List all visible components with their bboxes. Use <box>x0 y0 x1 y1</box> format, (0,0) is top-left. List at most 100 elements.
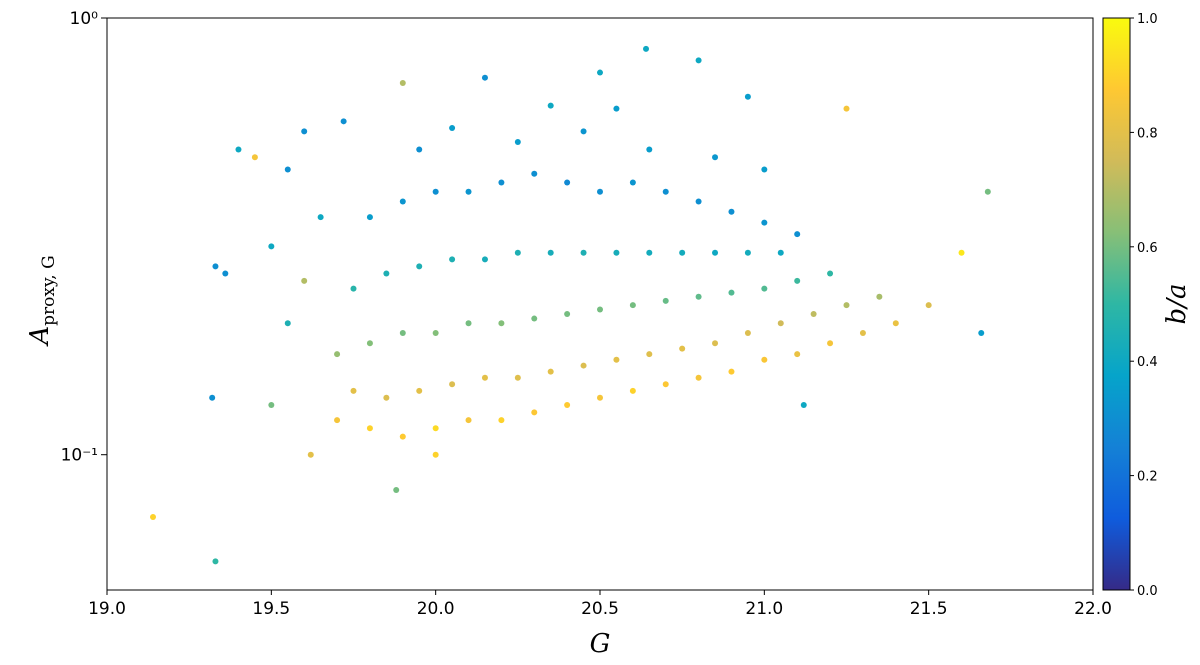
point <box>465 417 472 424</box>
point <box>597 394 603 401</box>
point <box>498 320 505 327</box>
point <box>481 74 488 81</box>
point <box>761 219 768 226</box>
point <box>777 320 784 327</box>
point <box>827 340 834 347</box>
x-tick-label: 19.5 <box>252 599 290 619</box>
point <box>432 329 439 336</box>
point <box>564 310 571 317</box>
point <box>613 105 620 112</box>
point <box>662 297 669 304</box>
point <box>366 340 373 347</box>
point <box>761 356 768 363</box>
point <box>695 293 702 300</box>
point <box>547 102 554 109</box>
point <box>843 302 850 309</box>
point <box>761 166 768 173</box>
point <box>340 118 347 125</box>
point <box>794 351 801 358</box>
point <box>646 351 653 358</box>
point <box>301 128 308 135</box>
point <box>399 198 406 205</box>
point <box>481 374 488 381</box>
point <box>383 270 390 277</box>
point <box>662 381 669 388</box>
point <box>449 381 456 388</box>
point <box>222 270 229 277</box>
point <box>580 128 587 135</box>
point <box>827 270 834 277</box>
point <box>892 320 899 327</box>
point <box>794 277 801 284</box>
point <box>629 387 636 394</box>
colorbar-tick-label: 0.2 <box>1137 470 1158 485</box>
point <box>597 69 603 76</box>
point <box>597 188 603 195</box>
point <box>268 401 275 408</box>
point <box>646 249 653 256</box>
point <box>646 146 653 153</box>
point <box>531 170 538 177</box>
point <box>432 188 439 195</box>
x-tick-label: 19.0 <box>88 599 126 619</box>
point <box>810 310 817 317</box>
plot-frame <box>106 17 1094 591</box>
x-tick-label: 20.5 <box>581 599 619 619</box>
point <box>843 105 850 112</box>
point <box>432 425 439 432</box>
point <box>744 93 751 100</box>
point <box>383 394 390 401</box>
point <box>794 231 801 238</box>
point <box>728 289 735 296</box>
point <box>212 263 219 270</box>
colorbar-label: b/a <box>1162 284 1192 325</box>
point <box>712 154 719 161</box>
point <box>498 179 505 186</box>
colorbar-tick-label: 0.8 <box>1137 126 1158 141</box>
point <box>925 302 932 309</box>
point <box>695 374 702 381</box>
point <box>498 417 505 424</box>
point <box>744 329 751 336</box>
colorbar-tick-label: 1.0 <box>1137 12 1158 27</box>
point <box>859 329 866 336</box>
colorbar-tick-label: 0.0 <box>1137 584 1158 599</box>
colorbar-tick-label: 0.4 <box>1137 355 1158 370</box>
colorbar-tick-label: 0.6 <box>1137 241 1158 256</box>
point <box>399 433 406 440</box>
point <box>449 124 456 131</box>
point <box>547 249 554 256</box>
point <box>643 45 650 52</box>
point <box>350 387 357 394</box>
x-tick-label: 20.0 <box>417 599 455 619</box>
point <box>212 558 219 565</box>
point <box>695 57 702 64</box>
x-tick-label: 22.0 <box>1074 599 1112 619</box>
point <box>366 425 373 432</box>
point <box>564 401 571 408</box>
point <box>465 320 472 327</box>
point <box>416 263 423 270</box>
point <box>613 249 620 256</box>
point <box>393 487 400 494</box>
point <box>564 179 571 186</box>
point <box>761 285 768 292</box>
point <box>580 362 587 369</box>
point <box>317 214 324 221</box>
point <box>334 351 341 358</box>
point <box>984 188 991 195</box>
point <box>514 139 521 146</box>
point <box>547 368 554 375</box>
point <box>695 198 702 205</box>
point <box>399 329 406 336</box>
point <box>284 320 291 327</box>
point <box>150 514 157 521</box>
point <box>712 340 719 347</box>
point <box>432 451 439 458</box>
point <box>728 208 735 215</box>
point <box>777 249 784 256</box>
point <box>800 401 807 408</box>
point <box>301 277 308 284</box>
point <box>531 315 538 322</box>
